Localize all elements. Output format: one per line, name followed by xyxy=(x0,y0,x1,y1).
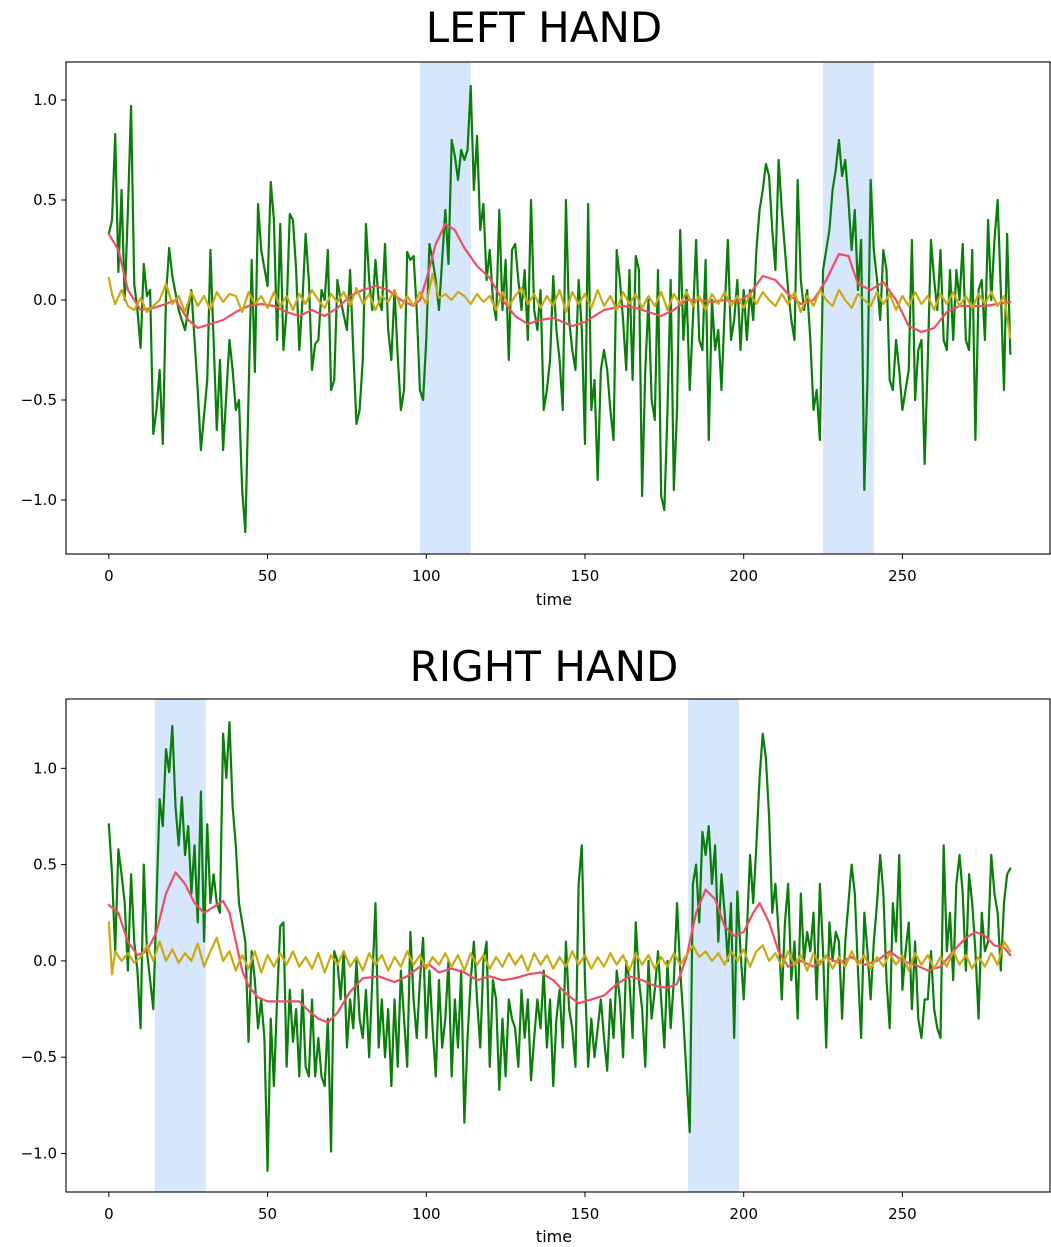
series-line-smoothed xyxy=(107,222,1012,334)
chart-title: LEFT HAND xyxy=(426,3,662,52)
x-tick-label: 150 xyxy=(571,1205,600,1223)
series-line-raw xyxy=(107,721,1012,1172)
x-tick-label: 250 xyxy=(888,567,917,585)
x-axis-label: time xyxy=(536,1227,572,1246)
chart-title: RIGHT HAND xyxy=(410,642,679,691)
subplot-1: LEFT HAND 0 50 100 150 200 250 −1.0 −0.5 0.0 0.5 1.… xyxy=(21,3,1051,609)
x-axis-label: time xyxy=(536,590,572,609)
x-tick-label: 200 xyxy=(729,1205,758,1223)
y-tick-label: −1.0 xyxy=(21,1144,57,1162)
y-tick-label: 0.5 xyxy=(33,856,57,874)
series-line-baseline xyxy=(107,921,1012,976)
x-tick-label: 0 xyxy=(104,567,114,585)
highlight-span xyxy=(823,62,874,554)
x-tick-label: 100 xyxy=(412,567,441,585)
x-tick-label: 100 xyxy=(412,1205,441,1223)
y-tick-label: −1.0 xyxy=(21,491,57,509)
x-tick-label: 50 xyxy=(258,567,277,585)
highlight-span xyxy=(688,699,739,1192)
y-tick-label: 0.0 xyxy=(33,952,57,970)
plot-frame xyxy=(65,698,1051,1193)
x-tick-label: 250 xyxy=(888,1205,917,1223)
series-line-raw xyxy=(107,84,1012,534)
x-tick-label: 200 xyxy=(729,567,758,585)
x-tick-label: 50 xyxy=(258,1205,277,1223)
y-tick-label: 0.0 xyxy=(33,291,57,309)
y-tick-label: 0.5 xyxy=(33,191,57,209)
y-tick-label: −0.5 xyxy=(21,391,57,409)
x-tick-label: 150 xyxy=(571,567,600,585)
x-tick-label: 0 xyxy=(104,1205,114,1223)
plot-frame xyxy=(65,61,1051,555)
y-tick-label: −0.5 xyxy=(21,1048,57,1066)
subplot-2: RIGHT HAND 0 50 100 150 200 250 −1.0 −0.5 0.0 0.5 1… xyxy=(21,642,1051,1246)
series-line-baseline xyxy=(107,272,1012,340)
y-tick-label: 1.0 xyxy=(33,759,57,777)
y-tick-label: 1.0 xyxy=(33,91,57,109)
